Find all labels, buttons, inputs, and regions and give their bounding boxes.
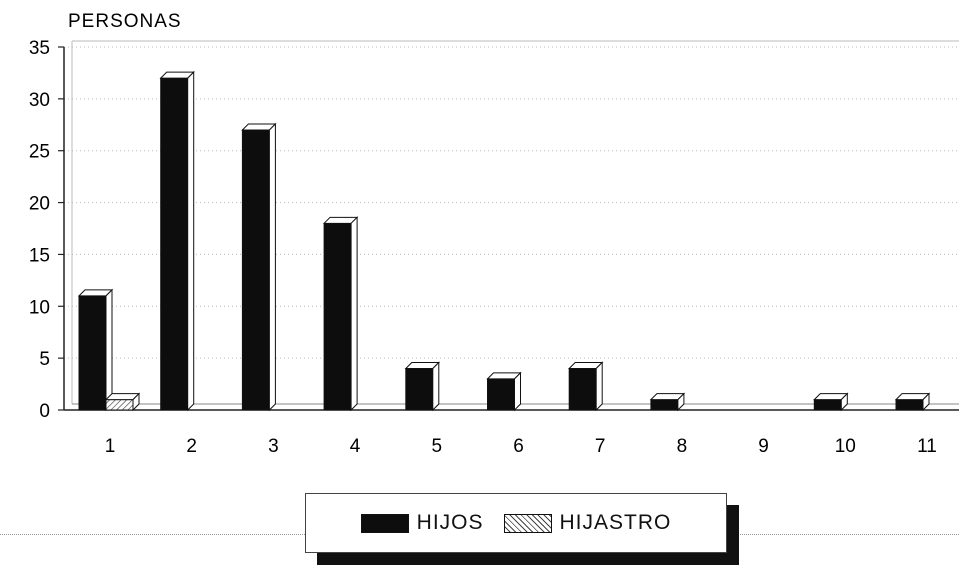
bar-side (514, 371, 521, 412)
bar-side (187, 70, 195, 412)
x-tick-label: 11 (917, 436, 937, 457)
bar-hijos (894, 392, 931, 412)
bar-front (323, 222, 352, 411)
y-tick-label: 5 (39, 349, 50, 370)
x-tick-label: 9 (758, 436, 769, 457)
x-tick-label: 10 (835, 436, 856, 457)
bar-front (813, 399, 842, 411)
x-tick-label: 5 (432, 436, 443, 457)
bar-front (241, 129, 270, 411)
bar-side (268, 122, 276, 412)
x-tick-label: 2 (186, 436, 197, 457)
x-tick-label: 6 (513, 436, 524, 457)
legend-entry-hijos: HIJOS (360, 511, 484, 535)
y-tick-label: 20 (29, 194, 50, 215)
x-tick-label: 3 (268, 436, 279, 457)
bar-side (595, 361, 603, 412)
legend-label-hijos: HIJOS (416, 511, 484, 534)
bar-side (677, 392, 685, 412)
bar-hijastro (104, 392, 141, 412)
x-tick-label: 1 (105, 436, 116, 457)
bar-front (650, 399, 679, 411)
bar-hijos (813, 392, 849, 412)
page-rule-right (740, 534, 959, 535)
bar-hijos (159, 70, 195, 412)
bar-front (78, 295, 107, 411)
bar-front (105, 399, 134, 411)
y-axis-title: PERSONAS (68, 11, 182, 32)
legend-swatch-solid (360, 513, 409, 533)
bar-front (405, 368, 434, 411)
x-tick-label: 4 (350, 436, 361, 457)
bar-front (895, 399, 924, 411)
y-tick-label: 10 (29, 297, 50, 318)
bar-hijos (77, 288, 114, 412)
bar-side (105, 288, 113, 412)
legend-label-hijastro: HIJASTRO (559, 511, 672, 534)
page-rule-left (0, 534, 305, 535)
bar-hijos (567, 361, 604, 412)
y-tick-label: 35 (29, 38, 50, 59)
x-tick-label: 7 (595, 436, 606, 457)
bar-hijos (404, 361, 441, 412)
bar-hijos (241, 122, 277, 412)
bar-front (487, 378, 515, 411)
bar-hijos (649, 392, 686, 412)
y-tick-label: 0 (39, 401, 50, 422)
legend-box: HIJOS HIJASTRO (305, 493, 727, 553)
bar-side (840, 392, 848, 412)
bar-hijos (486, 371, 522, 412)
bar-front (160, 77, 189, 411)
y-tick-label: 15 (29, 245, 50, 266)
bar-side (350, 216, 358, 412)
bar-side (922, 392, 930, 412)
bar-front (568, 368, 597, 411)
legend-swatch-hatched (503, 513, 552, 533)
legend-entry-hijastro: HIJASTRO (503, 511, 672, 535)
x-tick-label: 8 (677, 436, 688, 457)
y-tick-label: 30 (29, 90, 50, 111)
bar-hijos (322, 216, 359, 412)
y-tick-label: 25 (29, 142, 50, 163)
bar-chart: 0 5 10 15 20 25 30 35 1 2 3 4 5 6 7 8 9 10 11 PERSONAS (29, 11, 959, 457)
bar-side (432, 361, 440, 412)
legend: HIJOS HIJASTRO (305, 493, 739, 565)
bar-side (132, 392, 140, 412)
